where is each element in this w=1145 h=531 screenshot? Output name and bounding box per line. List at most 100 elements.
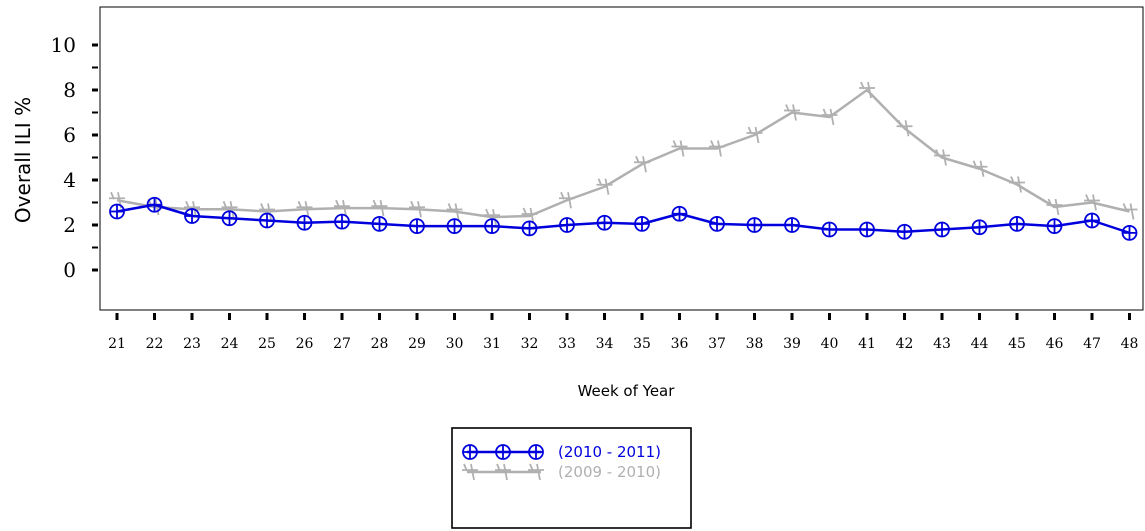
data-point — [259, 203, 275, 220]
data-point — [296, 214, 313, 231]
marker-glyph — [446, 203, 463, 220]
data-point — [934, 221, 950, 238]
marker-glyph — [634, 155, 650, 173]
x-tick-label: 37 — [708, 336, 726, 352]
data-point — [1084, 194, 1100, 211]
data-point — [634, 215, 650, 232]
data-point — [484, 218, 500, 235]
data-point — [971, 219, 988, 236]
data-point — [446, 203, 463, 220]
y-axis: 0 2 4 6 8 10 — [51, 33, 98, 282]
x-tick-label: 23 — [183, 336, 201, 352]
data-point — [1009, 215, 1025, 232]
data-point — [334, 199, 350, 217]
y-tick-label: 10 — [51, 33, 76, 57]
data-point — [409, 218, 425, 235]
marker-glyph — [746, 126, 763, 144]
data-point — [971, 160, 988, 177]
data-point — [1084, 212, 1100, 229]
x-tick-label: 30 — [446, 336, 464, 352]
x-axis: 21 22 23 24 25 26 27 28 29 30 31 32 33 34 35 36 37 38 39 40… — [108, 313, 1138, 352]
marker-glyph — [1009, 176, 1025, 193]
marker-glyph — [934, 149, 950, 166]
x-tick-label: 47 — [1083, 336, 1101, 352]
data-point — [1009, 176, 1025, 193]
marker-glyph — [334, 199, 350, 217]
data-point — [596, 214, 613, 231]
marker-glyph — [1121, 203, 1138, 220]
x-tick-label: 45 — [1008, 336, 1026, 352]
x-tick-label: 43 — [933, 336, 951, 352]
x-tick-label: 41 — [858, 336, 876, 352]
legend-item: (2009 - 2010) — [462, 463, 661, 481]
data-point — [146, 196, 163, 213]
x-tick-label: 21 — [108, 336, 126, 352]
marker-glyph — [259, 203, 275, 220]
data-point — [784, 104, 800, 121]
data-point — [821, 221, 838, 238]
x-tick-label: 27 — [333, 336, 351, 352]
marker-glyph — [859, 81, 875, 99]
x-tick-label: 38 — [746, 336, 764, 352]
data-point — [109, 203, 125, 220]
data-point — [334, 213, 350, 230]
data-point — [1121, 203, 1138, 220]
marker-glyph — [971, 160, 988, 177]
marker-glyph — [709, 140, 725, 157]
data-point — [559, 191, 575, 209]
data-point — [709, 215, 725, 232]
data-point — [371, 199, 388, 217]
data-point — [859, 221, 875, 238]
data-point — [634, 155, 650, 173]
marker-glyph — [221, 200, 238, 218]
y-tick-label: 8 — [63, 78, 76, 102]
data-point — [409, 200, 425, 218]
x-tick-label: 35 — [633, 336, 651, 352]
x-tick-label: 44 — [971, 336, 989, 352]
x-tick-label: 42 — [896, 336, 914, 352]
data-point — [746, 217, 763, 233]
data-point — [1121, 224, 1138, 241]
x-tick-label: 48 — [1121, 336, 1139, 352]
marker-glyph — [528, 463, 544, 481]
data-point — [821, 108, 838, 126]
marker-glyph — [462, 463, 478, 481]
data-point — [896, 119, 913, 137]
series-layer — [109, 81, 1138, 241]
data-point — [1046, 218, 1063, 235]
data-point — [184, 208, 200, 224]
data-point — [671, 140, 688, 157]
data-point — [671, 205, 688, 222]
marker-glyph — [495, 463, 511, 481]
data-point — [296, 200, 313, 218]
data-point — [1046, 198, 1063, 216]
x-tick-label: 39 — [783, 336, 801, 352]
x-tick-label: 46 — [1046, 336, 1064, 352]
x-tick-label: 32 — [521, 336, 539, 352]
x-tick-label: 22 — [146, 336, 164, 352]
marker-glyph — [296, 200, 313, 218]
series-line — [116, 203, 1130, 235]
marker-glyph — [821, 108, 838, 126]
x-axis-title: Week of Year — [578, 382, 676, 400]
x-tick-label: 36 — [671, 336, 689, 352]
marker-glyph — [596, 178, 613, 195]
marker-glyph — [784, 104, 800, 121]
legend-items: (2010 - 2011) (2009 - 2010) — [462, 443, 661, 481]
y-tick-label: 0 — [63, 258, 76, 282]
y-axis-title: Overall ILI % — [11, 97, 35, 223]
legend-label: (2010 - 2011) — [558, 443, 661, 461]
x-tick-label: 26 — [296, 336, 314, 352]
x-tick-label: 33 — [558, 336, 576, 352]
y-tick-label: 6 — [63, 123, 76, 147]
y-tick-label: 4 — [63, 168, 76, 192]
data-point — [709, 140, 725, 157]
data-point — [934, 149, 950, 166]
data-point — [784, 217, 800, 233]
x-tick-label: 34 — [596, 336, 614, 352]
data-point — [446, 218, 463, 235]
x-tick-label: 29 — [408, 336, 426, 352]
legend-item: (2010 - 2011) — [462, 443, 661, 461]
marker-glyph — [371, 199, 388, 217]
